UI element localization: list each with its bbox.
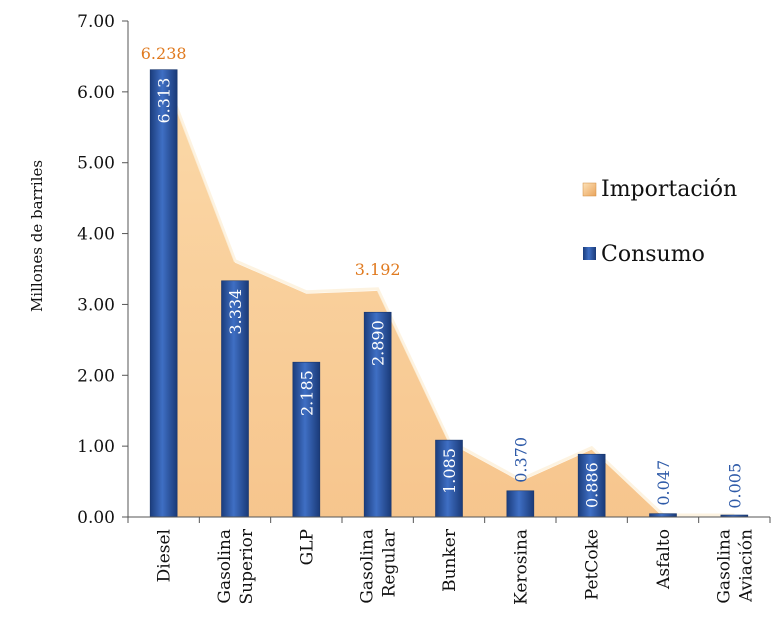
x-tick-label: Gasolina — [358, 529, 378, 604]
bar-consumo — [577, 453, 606, 518]
x-tick-label: Gasolina — [215, 529, 235, 604]
bar-consumo — [506, 490, 535, 518]
axis-layer: 0.00 1.00 2.00 3.00 4.00 5.00 6.00 7.00 Diesel Ga… — [77, 12, 771, 605]
data-label-consumo: 1.085 — [440, 448, 459, 494]
label-layer: 6.313 3.334 2.185 2.890 1.085 0.370 0.886 0.047… — [141, 44, 745, 509]
y-tick-label: 1.00 — [77, 437, 115, 457]
x-tick-label: Gasolina — [714, 529, 734, 604]
legend-swatch-importacion — [582, 182, 597, 197]
data-label-importacion: 6.238 — [141, 44, 187, 63]
x-tick-label: GLP — [297, 529, 317, 565]
y-tick-label: 5.00 — [77, 154, 115, 174]
data-label-consumo: 3.334 — [226, 289, 245, 335]
x-tick-label: PetCoke — [583, 529, 603, 600]
legend-label-consumo: Consumo — [601, 242, 705, 267]
data-label-consumo: 6.313 — [155, 78, 174, 124]
y-tick-label: 6.00 — [77, 83, 115, 103]
data-label-consumo: 0.370 — [511, 437, 530, 483]
data-label-importacion: 3.192 — [355, 260, 401, 279]
bar-consumo — [149, 69, 178, 518]
data-label-consumo: 0.047 — [654, 460, 673, 506]
bar-consumo — [221, 280, 249, 518]
x-tick-label: Diesel — [155, 529, 175, 582]
data-label-consumo: 0.005 — [725, 463, 744, 509]
x-tick-label: Regular — [380, 528, 400, 597]
legend-label-importacion: Importación — [601, 177, 737, 202]
data-label-consumo: 2.185 — [297, 370, 316, 416]
data-label-consumo: 2.890 — [369, 320, 388, 366]
x-tick-label: Aviación — [736, 529, 756, 603]
y-tick-label: 0.00 — [77, 508, 115, 528]
legend-swatch-consumo — [583, 247, 596, 260]
data-label-consumo: 0.886 — [583, 462, 602, 508]
legend: Importación Consumo — [582, 177, 737, 267]
x-tick-label: Bunker — [440, 528, 460, 592]
y-axis-title: Millones de barriles — [28, 160, 46, 312]
x-tick-label: Superior — [237, 528, 257, 604]
bar-consumo — [363, 311, 392, 518]
y-tick-label: 3.00 — [77, 295, 115, 315]
x-tick-label: Asfalto — [654, 529, 674, 590]
y-tick-label: 7.00 — [77, 12, 115, 32]
x-tick-label: Kerosina — [511, 529, 531, 605]
y-tick-label: 2.00 — [77, 366, 115, 386]
bar-consumo — [292, 361, 321, 518]
y-tick-label: 4.00 — [77, 225, 115, 245]
